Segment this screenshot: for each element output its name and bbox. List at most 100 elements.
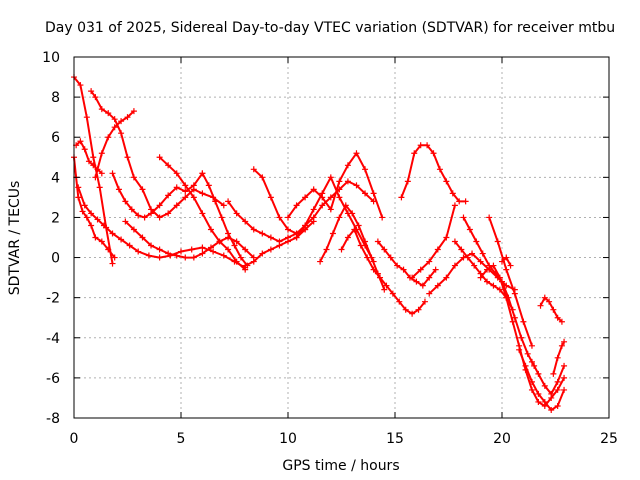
data-point-marker (145, 252, 152, 259)
data-point-marker (522, 362, 529, 369)
data-point-marker (507, 262, 514, 269)
data-point-marker (98, 238, 105, 245)
series-line (462, 216, 535, 367)
series-track-22 (451, 238, 516, 313)
data-point-marker (528, 342, 535, 349)
data-point-marker (242, 246, 249, 253)
data-point-marker (402, 306, 409, 313)
data-point-marker (190, 182, 197, 189)
data-point-marker (479, 250, 486, 257)
data-point-marker (554, 314, 561, 321)
x-axis-label: GPS time / hours (282, 458, 399, 474)
data-point-marker (118, 236, 125, 243)
data-point-marker (109, 170, 116, 177)
data-point-marker (218, 214, 225, 221)
data-point-marker (554, 386, 561, 393)
data-point-marker (374, 238, 381, 245)
data-point-marker (233, 238, 240, 245)
data-point-marker (558, 342, 565, 349)
data-point-marker (199, 210, 206, 217)
data-point-marker (462, 198, 469, 205)
data-point-marker (443, 274, 450, 281)
x-tick-label: 15 (386, 431, 404, 447)
data-point-marker (210, 248, 217, 255)
data-point-marker (92, 94, 99, 101)
data-point-marker (83, 214, 90, 221)
series-track-13 (242, 218, 317, 269)
series-track-23 (460, 214, 538, 369)
y-tick-label: -6 (46, 371, 60, 387)
data-point-marker (432, 266, 439, 273)
series-line (73, 76, 114, 264)
data-point-marker (370, 266, 377, 273)
data-point-marker (178, 248, 184, 255)
data-point-marker (111, 116, 118, 123)
data-point-marker (409, 310, 416, 317)
data-point-marker (353, 150, 360, 157)
data-point-marker (355, 222, 362, 229)
data-point-marker (88, 210, 95, 217)
data-point-marker (225, 198, 232, 205)
data-point-marker (424, 142, 431, 149)
series-line (295, 174, 375, 263)
data-point-marker (486, 214, 493, 221)
data-point-marker (267, 246, 274, 253)
data-point-marker (90, 162, 97, 169)
data-point-marker (537, 302, 544, 309)
data-point-marker (242, 262, 249, 269)
data-point-marker (231, 242, 238, 249)
data-point-marker (207, 226, 214, 233)
series-track-2 (71, 154, 118, 261)
data-point-marker (351, 226, 358, 233)
data-point-marker (426, 290, 433, 297)
data-point-marker (115, 186, 122, 193)
data-point-marker (237, 254, 244, 261)
data-point-marker (319, 190, 326, 197)
data-point-marker (293, 234, 300, 241)
data-point-marker (122, 198, 129, 205)
series-line (454, 240, 514, 311)
data-point-marker (473, 238, 480, 245)
data-point-marker (394, 262, 401, 269)
data-point-marker (494, 238, 501, 245)
data-point-marker (436, 166, 443, 173)
series-track-20 (409, 202, 458, 281)
y-tick-label: -8 (46, 411, 60, 427)
data-point-marker (411, 150, 418, 157)
data-point-marker (443, 178, 450, 185)
data-point-marker (111, 254, 118, 261)
data-point-marker (528, 386, 535, 393)
series-track-26 (499, 254, 514, 269)
data-point-marker (165, 192, 172, 199)
data-point-marker (173, 170, 180, 177)
data-point-marker (81, 202, 88, 209)
data-point-marker (323, 246, 330, 253)
data-point-marker (285, 214, 291, 221)
data-point-marker (541, 398, 548, 405)
data-point-marker (310, 218, 317, 225)
data-layer (71, 74, 568, 413)
data-point-marker (344, 234, 351, 241)
data-point-marker (496, 274, 503, 281)
data-point-marker (353, 182, 360, 189)
series-track-25 (486, 214, 535, 349)
data-point-marker (451, 238, 458, 245)
data-point-marker (451, 262, 458, 269)
y-tick-label: -4 (46, 331, 60, 347)
data-point-marker (173, 184, 180, 191)
data-point-marker (548, 390, 555, 397)
data-point-marker (466, 226, 473, 233)
series-track-6 (92, 108, 137, 181)
data-point-marker (98, 170, 105, 177)
data-point-marker (518, 334, 525, 341)
series-track-16 (317, 202, 388, 293)
data-point-marker (259, 250, 266, 257)
data-point-marker (477, 258, 484, 265)
data-point-marker (190, 194, 197, 201)
data-point-marker (417, 142, 424, 149)
data-point-marker (554, 402, 561, 409)
plot-frame (73, 56, 610, 419)
series-line (319, 203, 386, 290)
data-point-marker (225, 246, 232, 253)
